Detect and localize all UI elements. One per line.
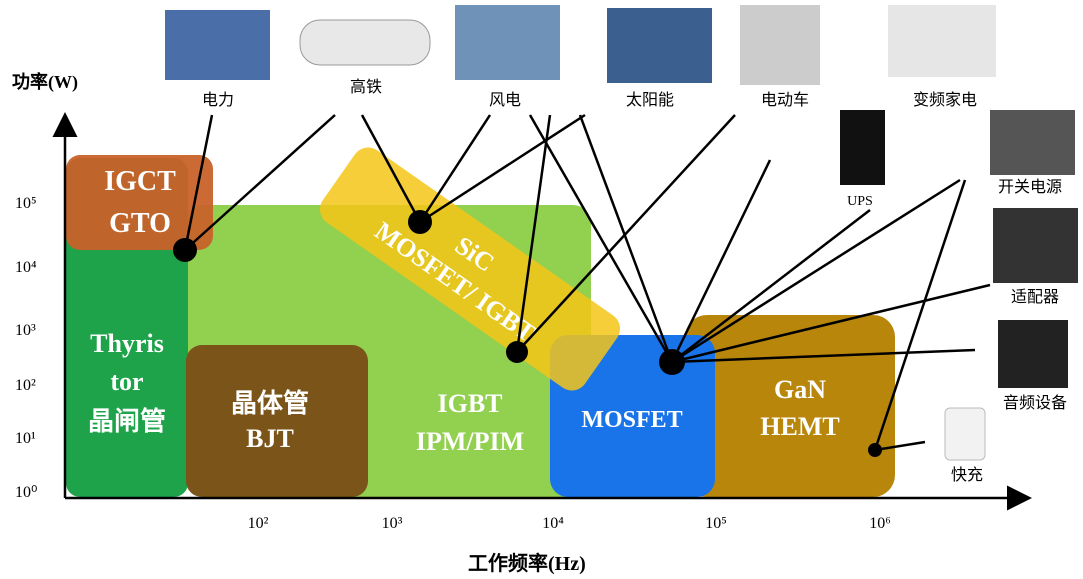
y-tick-label: 10³ bbox=[15, 322, 36, 339]
image-adapter bbox=[993, 208, 1078, 283]
app-label: 开关电源 bbox=[998, 177, 1062, 196]
app-label: 适配器 bbox=[1011, 287, 1059, 306]
y-tick-label: 10⁰ bbox=[15, 484, 37, 501]
region-label: IPM/PIM bbox=[416, 427, 524, 456]
app-label: 电力 bbox=[202, 90, 234, 109]
x-axis-label: 工作频率(Hz) bbox=[468, 551, 586, 575]
image-charger bbox=[944, 407, 986, 461]
gan-region bbox=[685, 315, 895, 497]
image-ev bbox=[740, 5, 820, 85]
bjt-region bbox=[186, 345, 368, 497]
app-label: 音频设备 bbox=[1003, 393, 1067, 412]
region-label: GaN bbox=[774, 375, 826, 404]
region-label: tor bbox=[110, 367, 143, 396]
image-speaker bbox=[998, 320, 1068, 388]
app-label: UPS bbox=[847, 194, 873, 209]
image-ups bbox=[840, 110, 885, 185]
app-label: 快充 bbox=[951, 465, 983, 484]
region-label: 晶闸管 bbox=[88, 407, 166, 437]
x-tick-label: 10⁴ bbox=[542, 515, 564, 532]
image-ac bbox=[888, 5, 996, 77]
app-label: 风电 bbox=[489, 90, 521, 109]
region-label: MOSFET bbox=[581, 407, 682, 433]
dots bbox=[173, 210, 882, 457]
image-wind bbox=[455, 5, 560, 80]
igct-region bbox=[66, 155, 213, 250]
image-train bbox=[299, 19, 431, 66]
region-label: IGBT bbox=[437, 389, 502, 418]
y-tick-label: 10⁴ bbox=[15, 259, 37, 276]
region-label: BJT bbox=[246, 424, 294, 453]
region-label: Thyris bbox=[90, 329, 164, 358]
y-tick-label: 10¹ bbox=[15, 430, 36, 447]
image-solar bbox=[607, 8, 712, 83]
y-tick-label: 10⁵ bbox=[15, 195, 37, 212]
x-tick-label: 10⁶ bbox=[869, 515, 891, 532]
region-label: 晶体管 bbox=[231, 389, 309, 419]
app-label: 变频家电 bbox=[913, 90, 977, 109]
x-tick-label: 10² bbox=[248, 515, 269, 532]
app-label: 高铁 bbox=[350, 77, 382, 96]
app-label: 太阳能 bbox=[626, 90, 674, 109]
y-tick-label: 10² bbox=[15, 377, 36, 394]
region-label: GTO bbox=[109, 208, 171, 239]
image-psu bbox=[990, 110, 1075, 175]
y-axis-label: 功率(W) bbox=[12, 71, 78, 93]
region-label: HEMT bbox=[760, 412, 839, 441]
image-power bbox=[165, 10, 270, 80]
connectors bbox=[183, 113, 991, 452]
region-label: IGCT bbox=[104, 166, 176, 197]
x-tick-label: 10³ bbox=[382, 515, 403, 532]
mosfet-region bbox=[550, 335, 715, 497]
sic-region bbox=[319, 147, 621, 391]
app-label: 电动车 bbox=[761, 90, 809, 109]
x-tick-label: 10⁵ bbox=[705, 515, 727, 532]
